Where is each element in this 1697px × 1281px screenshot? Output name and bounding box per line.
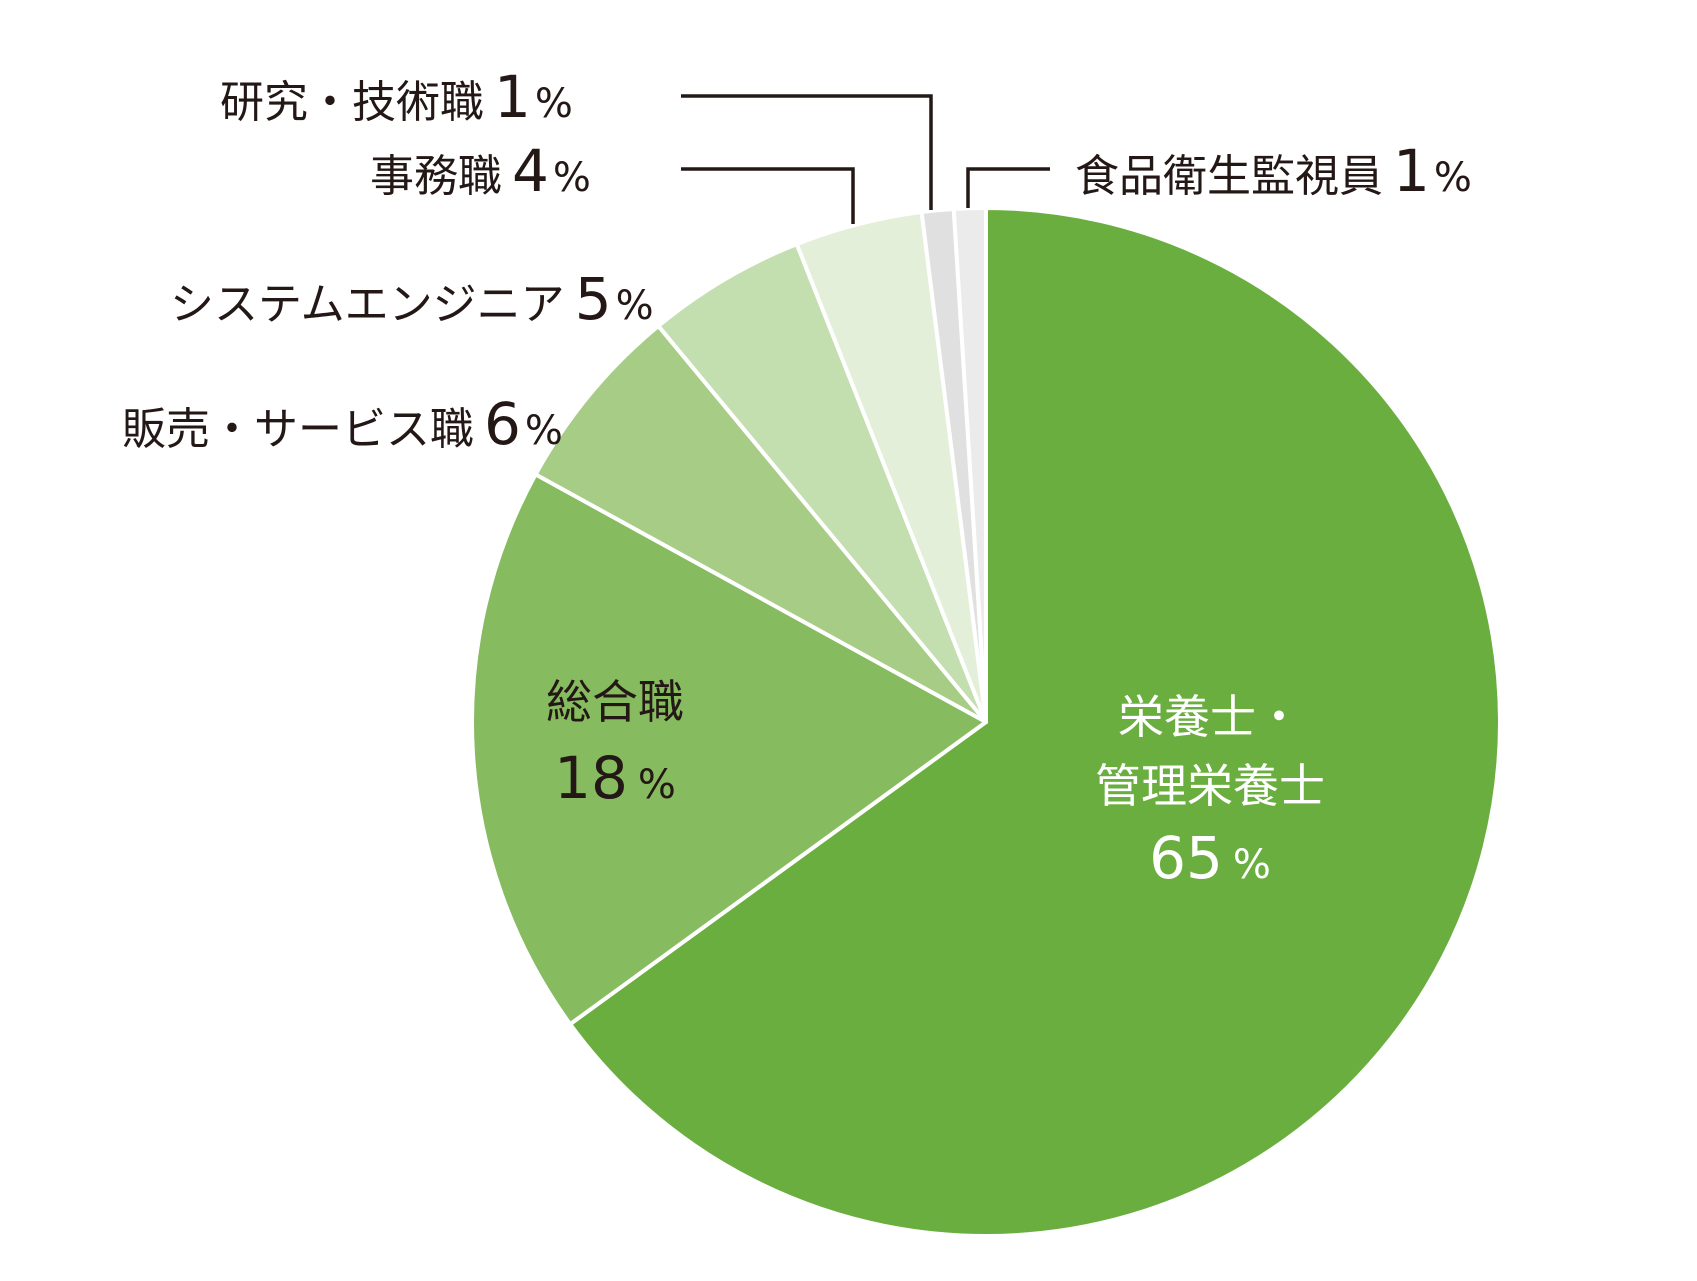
label-pct: % bbox=[534, 81, 573, 127]
pie-slice bbox=[656, 242, 988, 724]
label-value: 5 bbox=[574, 265, 612, 333]
label-name-line1: 栄養士・ bbox=[1118, 690, 1302, 744]
label-pct: % bbox=[637, 762, 676, 809]
label-name: 研究・技術職 bbox=[220, 77, 484, 128]
label-value: 18 bbox=[554, 744, 628, 813]
pie-slice bbox=[533, 323, 988, 724]
label-system: システムエンジニア 5% bbox=[170, 270, 654, 328]
leader-line-kenkyu bbox=[681, 94, 933, 210]
label-name: 販売・サービス職 bbox=[122, 404, 474, 455]
label-value: 65 bbox=[1149, 824, 1223, 893]
label-name: システムエンジニア bbox=[170, 279, 565, 330]
label-hanbai: 販売・サービス職 6% bbox=[122, 395, 563, 453]
pie-slices bbox=[470, 205, 1503, 1238]
leader-line-shokuhin bbox=[966, 167, 1050, 208]
label-name: 食品衛生監視員 bbox=[1075, 151, 1383, 202]
label-value: 6 bbox=[484, 390, 521, 458]
pie-slice bbox=[470, 472, 988, 1027]
label-pct: % bbox=[1433, 155, 1472, 201]
label-pct: % bbox=[615, 283, 654, 329]
pie-slice bbox=[568, 206, 1503, 1238]
label-pct: % bbox=[524, 408, 563, 454]
label-pct: % bbox=[552, 155, 591, 201]
label-kenkyu: 研究・技術職 1% bbox=[220, 68, 573, 126]
label-value: 1 bbox=[494, 63, 531, 131]
label-name: 事務職 bbox=[370, 151, 502, 202]
label-main: 栄養士・ 管理栄養士 65% bbox=[1040, 690, 1380, 894]
label-shokuhin: 食品衛生監視員 1% bbox=[1075, 142, 1472, 200]
pie-slice bbox=[951, 205, 988, 724]
label-value: 1 bbox=[1393, 137, 1430, 205]
label-name-line2: 管理栄養士 bbox=[1095, 759, 1325, 814]
leader-line-jimu bbox=[681, 167, 855, 224]
label-sogo: 総合職 18% bbox=[515, 675, 715, 814]
label-jimu: 事務職 4% bbox=[370, 142, 591, 200]
leader-lines bbox=[681, 94, 1050, 224]
label-value: 4 bbox=[512, 137, 549, 205]
label-name: 総合職 bbox=[546, 675, 684, 729]
label-pct: % bbox=[1232, 842, 1271, 889]
